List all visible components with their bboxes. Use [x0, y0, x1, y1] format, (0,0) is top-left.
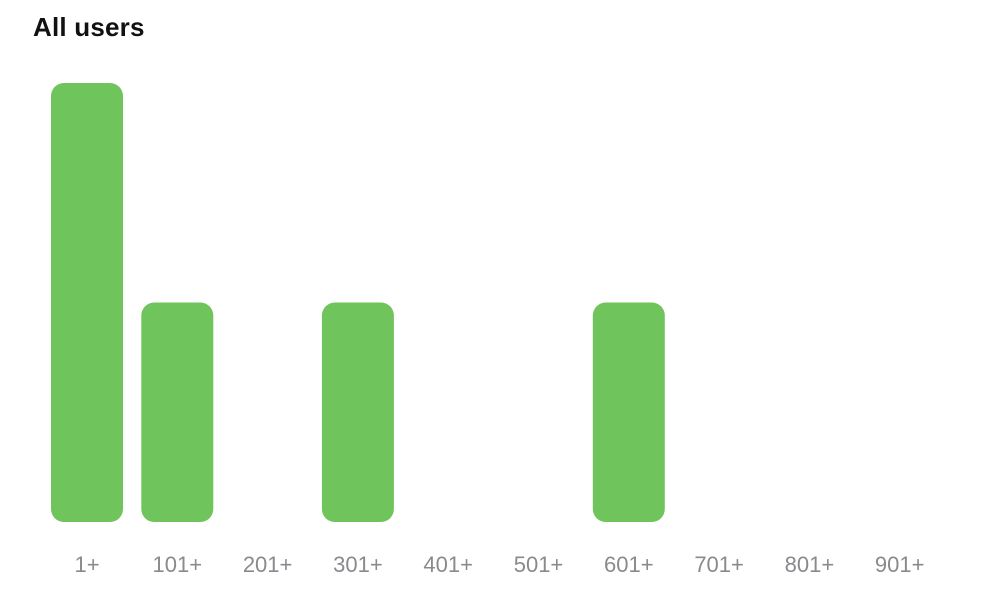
chart-title: All users — [33, 12, 145, 42]
bars-group — [51, 83, 665, 522]
x-tick-label: 301+ — [333, 552, 383, 577]
x-tick-label: 101+ — [153, 552, 203, 577]
bar-601plus — [592, 302, 665, 522]
x-tick-label: 401+ — [423, 552, 473, 577]
bar-101plus — [141, 302, 214, 522]
x-tick-label: 1+ — [74, 552, 99, 577]
x-tick-label: 201+ — [243, 552, 293, 577]
x-axis-ticks: 1+ 101+ 201+ 301+ 401+ 501+ 601+ 701+ 801+ 901+ — [74, 552, 924, 577]
x-tick-label: 501+ — [514, 552, 564, 577]
x-tick-label: 801+ — [785, 552, 835, 577]
x-tick-label: 701+ — [694, 552, 744, 577]
bar-1plus — [51, 83, 123, 522]
x-tick-label: 901+ — [875, 552, 925, 577]
bar-301plus — [321, 302, 394, 522]
x-tick-label: 601+ — [604, 552, 654, 577]
